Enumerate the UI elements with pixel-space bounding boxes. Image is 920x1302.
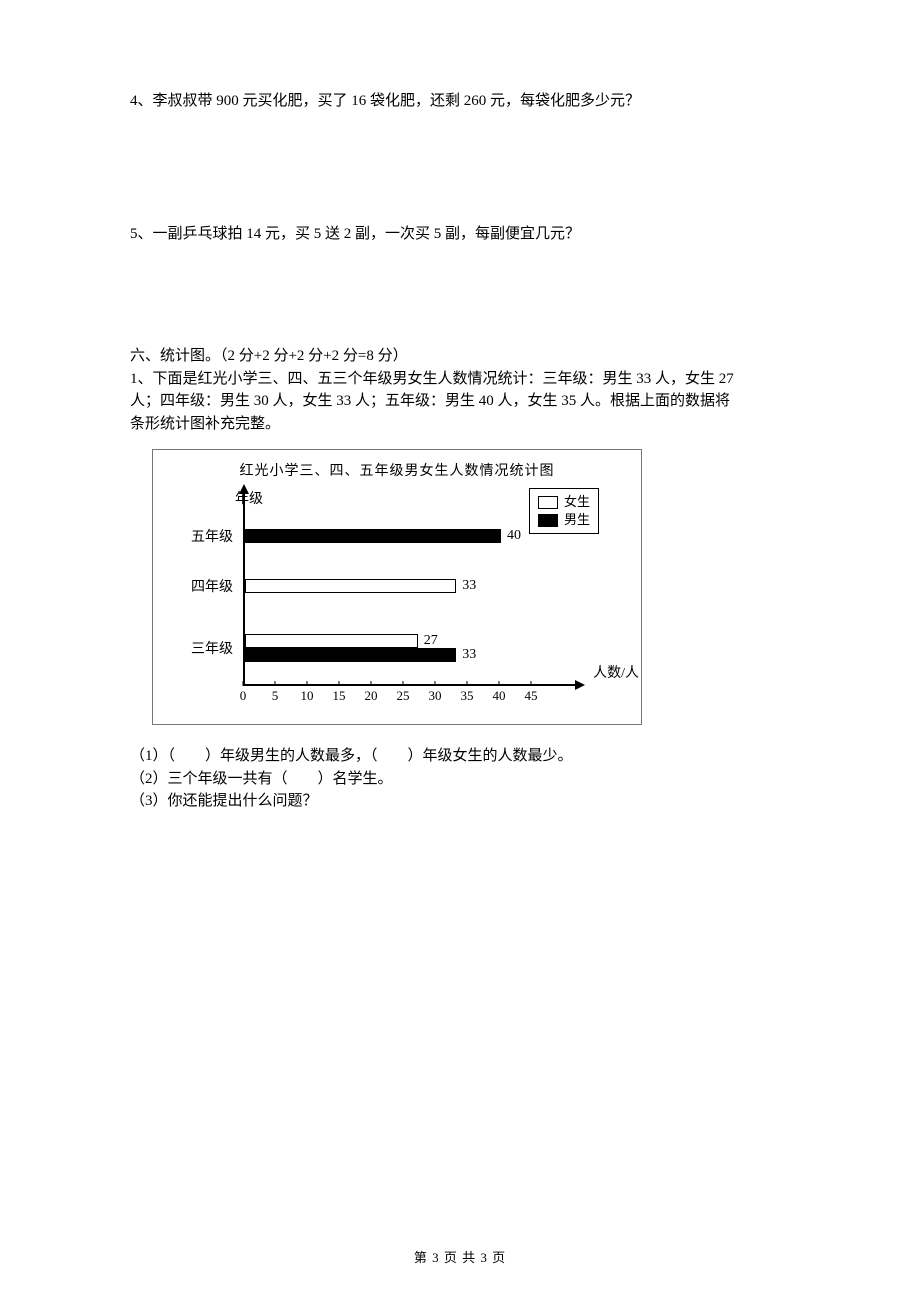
x-tick-label: 5: [272, 688, 279, 704]
female-bar: [245, 634, 418, 648]
x-tick-mark: [339, 681, 340, 686]
section-6-intro-line3: 条形统计图补充完整。: [130, 413, 790, 436]
section-6-intro-line2: 人；四年级：男生 30 人，女生 33 人；五年级：男生 40 人，女生 35 …: [130, 390, 790, 413]
male-bar: [245, 648, 456, 662]
category-label: 五年级: [191, 526, 245, 546]
chart-body: 年级 女生 男生 五年级40四年级33三年级2733 人数/人 05101520…: [171, 494, 587, 706]
bar-value-label: 33: [462, 578, 476, 594]
y-axis-arrow-icon: [239, 484, 249, 494]
bar-value-label: 27: [424, 633, 438, 649]
question-4: 4、李叔叔带 900 元买化肥，买了 16 袋化肥，还剩 260 元，每袋化肥多…: [130, 90, 790, 113]
male-bar: [245, 529, 501, 543]
x-tick-label: 40: [493, 688, 506, 704]
x-tick-label: 45: [525, 688, 538, 704]
x-tick-mark: [499, 681, 500, 686]
sub-question-1: （1）（ ）年级男生的人数最多，（ ）年级女生的人数最少。: [130, 745, 790, 768]
x-tick-mark: [275, 681, 276, 686]
sub-question-3: （3）你还能提出什么问题？: [130, 790, 790, 813]
sub-question-2: （2）三个年级一共有（ ）名学生。: [130, 768, 790, 791]
x-tick-mark: [371, 681, 372, 686]
x-tick-label: 25: [397, 688, 410, 704]
x-tick-mark: [403, 681, 404, 686]
x-tick-mark: [307, 681, 308, 686]
bar-value-label: 33: [462, 647, 476, 663]
x-axis-arrow-icon: [575, 680, 585, 690]
x-tick-label: 10: [301, 688, 314, 704]
chart-plot-area: 五年级40四年级33三年级2733: [243, 494, 575, 686]
x-tick-mark: [467, 681, 468, 686]
x-tick-label: 30: [429, 688, 442, 704]
x-axis-ticks: 0 5 10 15 20 25 30 35 40 45: [243, 686, 573, 706]
category-label: 四年级: [191, 576, 245, 596]
bar-value-label: 40: [507, 528, 521, 544]
x-tick-label: 35: [461, 688, 474, 704]
question-5: 5、一副乒乓球拍 14 元，买 5 送 2 副，一次买 5 副，每副便宜几元？: [130, 223, 790, 246]
x-tick-label: 0: [240, 688, 247, 704]
page-footer: 第 3 页 共 3 页: [0, 1247, 920, 1266]
section-6-intro-line1: 1、下面是红光小学三、四、五三个年级男女生人数情况统计：三年级：男生 33 人，…: [130, 368, 790, 391]
x-tick-mark: [243, 681, 244, 686]
page: 4、李叔叔带 900 元买化肥，买了 16 袋化肥，还剩 260 元，每袋化肥多…: [0, 0, 920, 1302]
chart-title: 红光小学三、四、五年级男女生人数情况统计图: [171, 460, 623, 480]
x-tick-mark: [531, 681, 532, 686]
x-tick-mark: [435, 681, 436, 686]
female-bar: [245, 579, 456, 593]
x-tick-label: 20: [365, 688, 378, 704]
bar-chart: 红光小学三、四、五年级男女生人数情况统计图 年级 女生 男生 五年级40四年级3…: [152, 449, 642, 725]
category-label: 三年级: [191, 638, 245, 658]
x-tick-label: 15: [333, 688, 346, 704]
x-axis-label: 人数/人: [593, 662, 639, 682]
section-6-heading: 六、统计图。（2 分+2 分+2 分+2 分=8 分）: [130, 345, 790, 368]
